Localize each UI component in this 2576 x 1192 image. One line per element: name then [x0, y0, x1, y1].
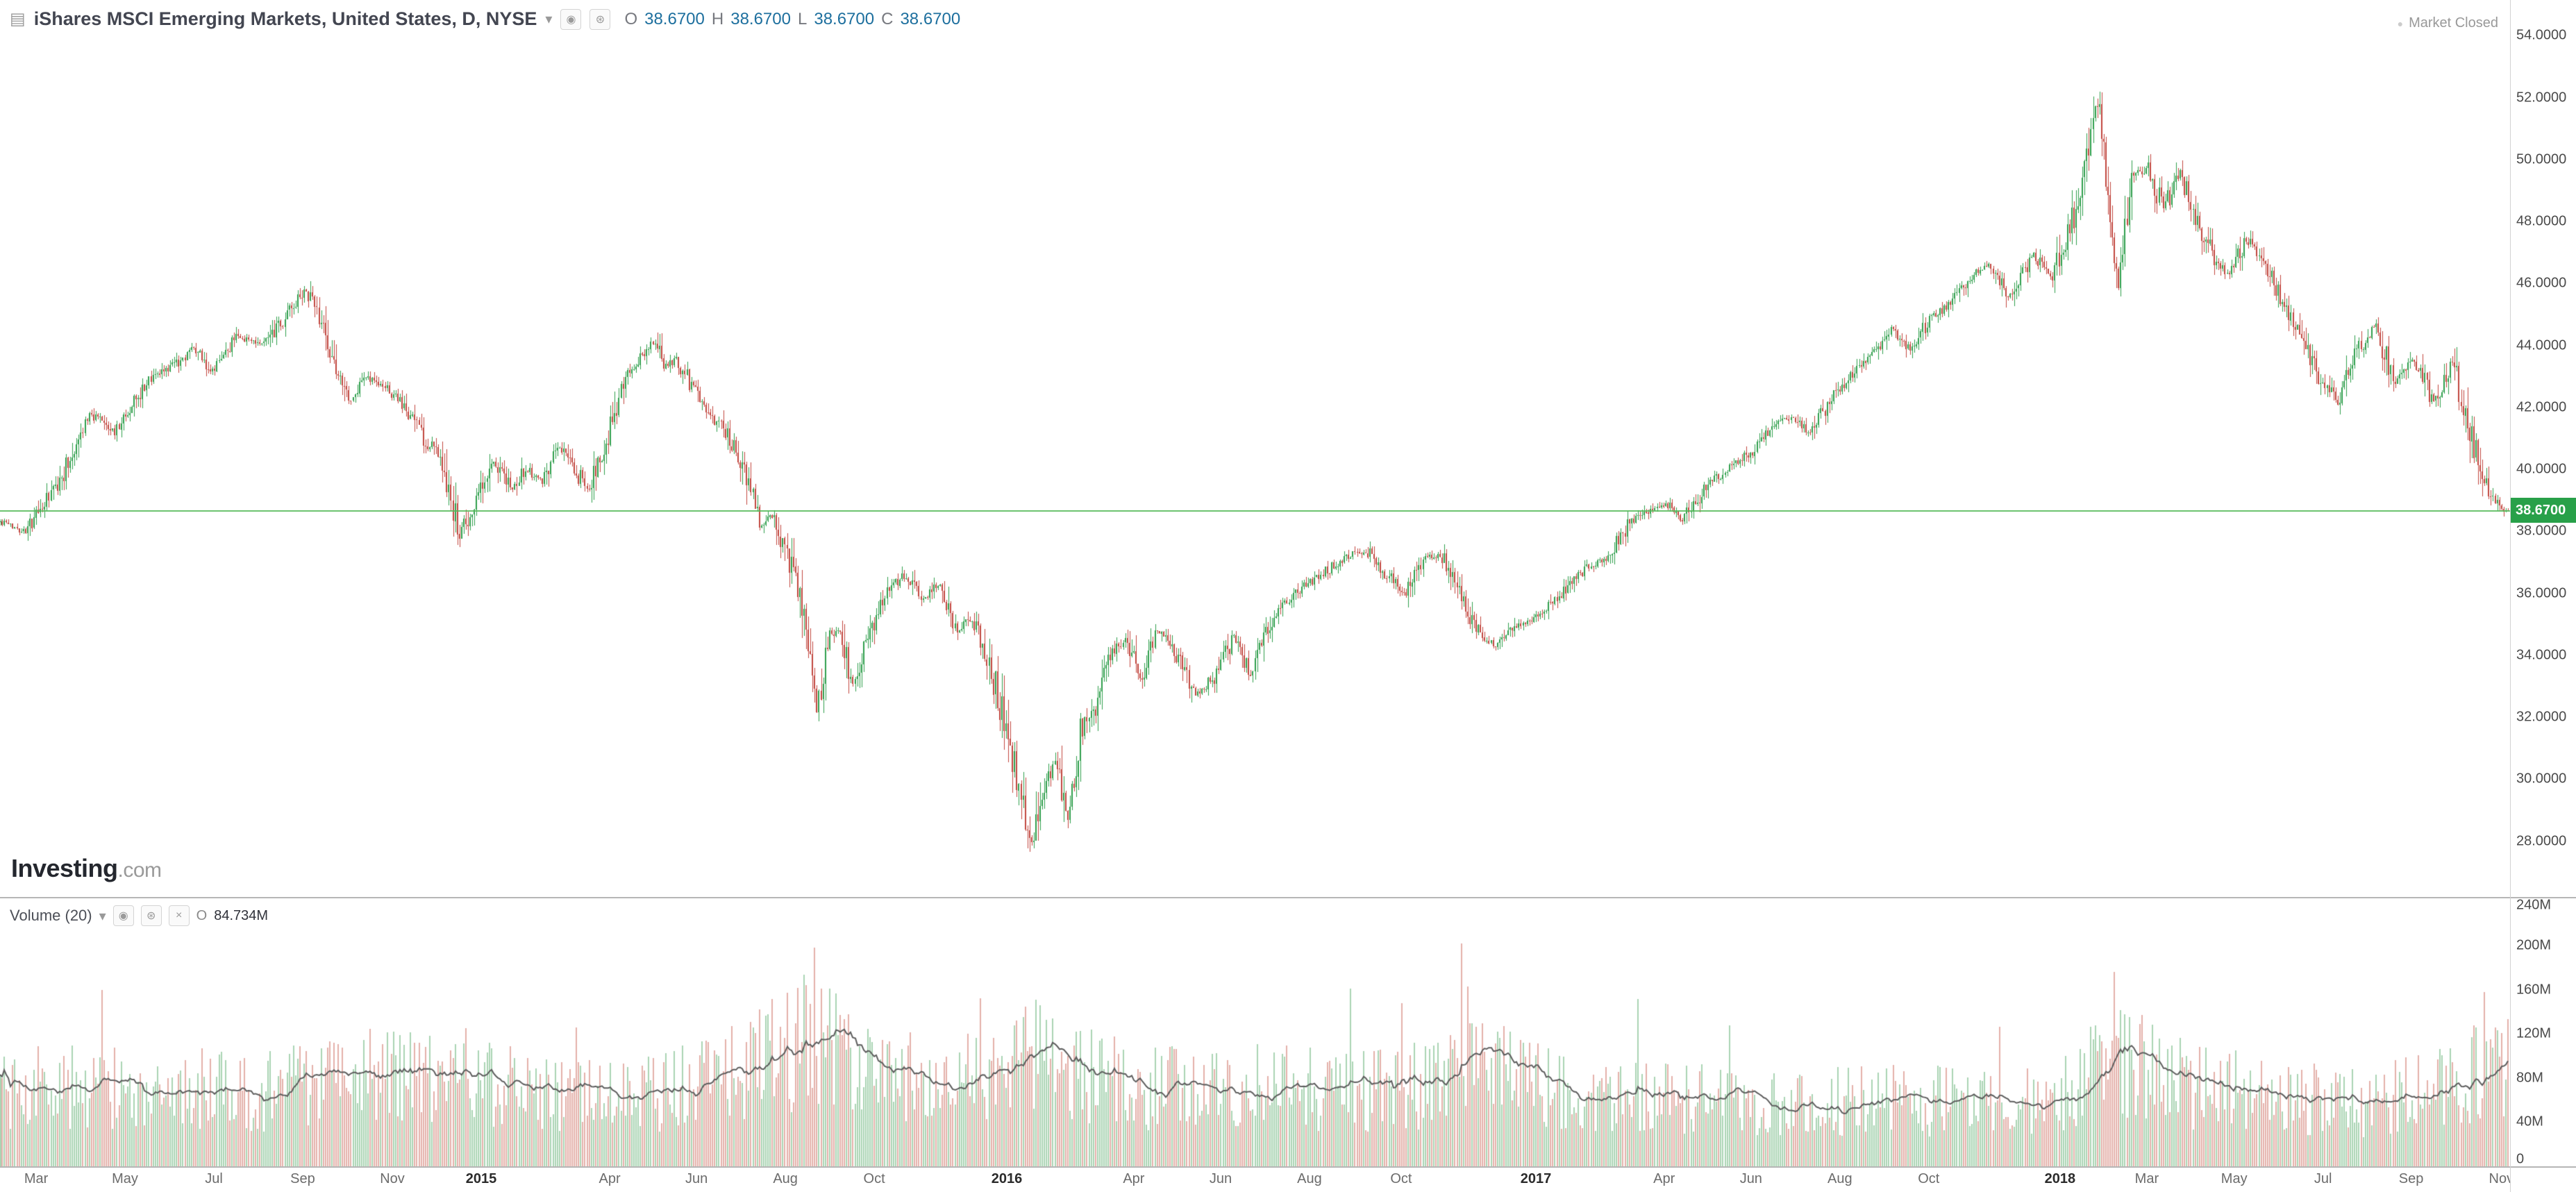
time-tick-label: Sep: [290, 1171, 315, 1186]
volume-tick-label: 40M: [2516, 1114, 2543, 1130]
last-price-line: [0, 510, 2510, 512]
price-tick-label: 44.0000: [2516, 337, 2567, 353]
price-tick-label: 50.0000: [2516, 151, 2567, 167]
open-value: 38.6700: [644, 9, 705, 28]
price-tick-label: 34.0000: [2516, 647, 2567, 663]
price-tick-label: 54.0000: [2516, 27, 2567, 43]
close-value: 38.6700: [900, 9, 961, 28]
chart-legend: ▤ iShares MSCI Emerging Markets, United …: [10, 8, 960, 30]
time-tick-label: Sep: [2398, 1171, 2424, 1186]
volume-axis[interactable]: 240M 200M 160M 120M 80M 40M 0: [2511, 897, 2576, 1167]
volume-tick-label: 80M: [2516, 1070, 2543, 1086]
price-chart-canvas[interactable]: [0, 0, 2510, 897]
time-tick-label: 2018: [2044, 1171, 2076, 1186]
volume-value-prefix: O: [196, 907, 208, 923]
logo-brand-text: Investing: [11, 854, 118, 882]
time-tick-label: 2015: [465, 1171, 497, 1186]
price-tick-label: 48.0000: [2516, 213, 2567, 229]
time-tick-label: Aug: [773, 1171, 798, 1186]
time-tick-label: 2017: [1520, 1171, 1552, 1186]
time-axis[interactable]: Mar May Jul Sep Nov 2015 Apr Jun Aug Oct 2016 Apr Ju…: [0, 1168, 2510, 1192]
settings-icon[interactable]: ⊛: [589, 8, 611, 30]
pane-separator[interactable]: [0, 897, 2576, 898]
time-tick-label: Nov: [2489, 1171, 2510, 1186]
time-tick-label: Aug: [1827, 1171, 1852, 1186]
volume-tick-label: 160M: [2516, 982, 2552, 998]
price-tick-label: 30.0000: [2516, 771, 2567, 787]
time-tick-label: Apr: [1653, 1171, 1675, 1186]
time-tick-label: Apr: [1123, 1171, 1145, 1186]
status-dot-icon: ●: [2397, 17, 2404, 29]
time-tick-label: Mar: [2134, 1171, 2159, 1186]
time-tick-label: Mar: [24, 1171, 49, 1186]
price-tick-label: 42.0000: [2516, 399, 2567, 415]
time-tick-label: May: [2220, 1171, 2248, 1186]
low-label: L: [797, 9, 808, 28]
time-tick-label: Jun: [1209, 1171, 1232, 1186]
time-tick-label: Aug: [1297, 1171, 1322, 1186]
time-tick-label: Jul: [205, 1171, 223, 1186]
price-tick-label: 38.0000: [2516, 523, 2567, 539]
settings-icon[interactable]: ⊛: [140, 905, 162, 926]
price-tick-label: 36.0000: [2516, 585, 2567, 601]
volume-legend: Volume (20) ▾ ◉ ⊛ × O 84.734M: [10, 905, 268, 926]
volume-value: 84.734M: [214, 907, 269, 923]
visibility-icon[interactable]: ◉: [112, 905, 134, 926]
low-value: 38.6700: [814, 9, 875, 28]
logo-suffix-text: .com: [117, 859, 162, 882]
volume-tick-label: 240M: [2516, 897, 2552, 913]
price-axis[interactable]: 54.0000 52.0000 50.0000 48.0000 46.0000 44.00…: [2511, 0, 2576, 897]
chevron-down-icon[interactable]: ▾: [99, 908, 106, 924]
time-tick-label: Jun: [685, 1171, 708, 1186]
market-status-label: Market Closed: [2409, 15, 2498, 31]
time-tick-label: Oct: [1390, 1171, 1412, 1186]
close-label: C: [881, 9, 894, 28]
high-label: H: [711, 9, 724, 28]
open-label: O: [624, 9, 638, 28]
ohlc-values: O 38.6700 H 38.6700 L 38.6700 C 38.6700: [624, 10, 960, 29]
price-tick-label: 46.0000: [2516, 275, 2567, 291]
axis-border: [2510, 0, 2511, 1192]
time-tick-label: Oct: [863, 1171, 885, 1186]
volume-tick-label: 120M: [2516, 1025, 2552, 1041]
volume-chart-canvas[interactable]: [0, 898, 2510, 1166]
price-pane: [0, 0, 2510, 897]
last-price-tag: 38.6700: [2511, 498, 2576, 523]
visibility-icon[interactable]: ◉: [560, 8, 582, 30]
investing-logo: Investing.com: [11, 854, 162, 883]
price-tick-label: 28.0000: [2516, 833, 2567, 849]
time-tick-label: May: [112, 1171, 138, 1186]
volume-tick-label: 0: [2516, 1151, 2525, 1167]
instrument-title: iShares MSCI Emerging Markets, United St…: [33, 8, 537, 29]
volume-indicator-label: Volume (20): [10, 907, 92, 924]
time-tick-label: Apr: [599, 1171, 621, 1186]
price-tick-label: 32.0000: [2516, 709, 2567, 725]
high-value: 38.6700: [730, 9, 791, 28]
chevron-down-icon[interactable]: ▾: [545, 12, 553, 27]
price-tick-label: 40.0000: [2516, 461, 2567, 477]
volume-pane: [0, 898, 2510, 1166]
time-tick-label: Jun: [1739, 1171, 1762, 1186]
time-tick-label: Jul: [2314, 1171, 2332, 1186]
price-tick-label: 52.0000: [2516, 90, 2567, 106]
delete-icon[interactable]: ×: [168, 905, 190, 926]
time-tick-label: Oct: [1918, 1171, 1940, 1186]
time-tick-label: Nov: [380, 1171, 405, 1186]
market-status: ● Market Closed: [2398, 15, 2498, 31]
axis-separator: [0, 1166, 2576, 1168]
instrument-icon: ▤: [10, 10, 26, 28]
time-tick-label: 2016: [991, 1171, 1023, 1186]
volume-tick-label: 200M: [2516, 937, 2552, 953]
